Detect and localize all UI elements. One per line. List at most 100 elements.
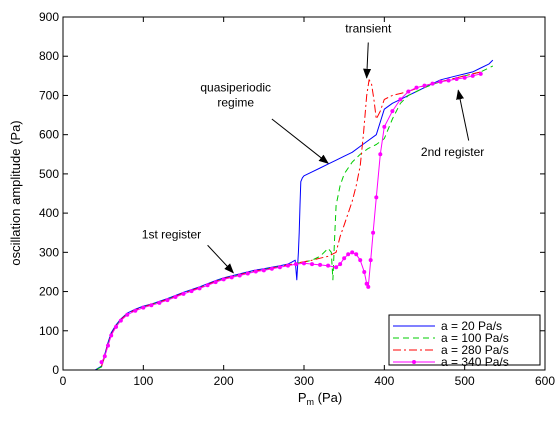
series-3-point-36 [350,250,355,255]
series-3-point-32 [334,265,339,270]
y-tick-label-1: 100 [39,324,59,338]
series-3-point-8 [141,305,146,310]
series-3-point-23 [261,268,266,273]
y-tick-label-5: 500 [39,167,59,181]
y-tick-label-3: 300 [39,245,59,259]
series-3-point-0 [99,360,104,365]
series-3-point-16 [205,283,210,288]
x-tick-label-3: 300 [294,374,314,388]
x-axis-label-subscript: m [307,397,315,407]
series-3-point-31 [326,263,331,268]
series-layer [87,59,494,370]
series-line-2 [101,71,481,367]
series-3-point-18 [221,277,226,282]
y-axis-label: oscillation amplitude (Pa) [8,120,23,265]
x-axis-label-main: P [298,390,307,405]
series-3-point-50 [414,85,419,90]
annotation-arrow-1 [271,118,329,164]
legend-label-3: a = 340 Pa/s [441,355,509,369]
annotation-text-2: transient [345,22,392,36]
series-3-point-56 [462,75,467,80]
y-tick-label-9: 900 [39,10,59,24]
legend: a = 20 Pa/sa = 100 Pa/sa = 280 Pa/sa = 3… [388,314,541,369]
series-3-point-9 [149,303,154,308]
series-3-point-22 [253,269,258,274]
series-3-point-26 [285,263,290,268]
series-3-point-46 [382,124,387,129]
series-3-point-27 [293,262,298,267]
y-tick-label-4: 400 [39,206,59,220]
series-3-point-6 [125,312,130,317]
legend-label-2: a = 280 Pa/s [441,343,509,357]
series-3-point-44 [374,195,379,200]
x-tick-label-1: 100 [133,374,153,388]
series-3-point-48 [398,97,403,102]
annotation-arrow-3 [456,89,470,141]
annotation-layer: 1st register quasiperiodic regime transient… [142,22,484,274]
y-tick-label-0: 0 [52,363,59,377]
series-3-point-34 [342,256,347,261]
series-3-point-39 [362,269,367,274]
series-3-point-28 [302,261,306,266]
x-tick-label-5: 500 [455,374,475,388]
series-3-point-13 [181,291,186,296]
series-3-point-11 [165,298,170,303]
x-tick-label-6: 600 [535,374,555,388]
series-3-point-24 [269,266,274,271]
series-3-point-30 [318,262,323,267]
series-3-point-29 [310,262,315,267]
series-3-point-21 [245,271,250,276]
legend-entries: a = 20 Pa/sa = 100 Pa/sa = 280 Pa/sa = 3… [393,319,509,369]
y-tick-label-6: 600 [39,128,59,142]
legend-box [388,314,541,366]
series-3-point-49 [406,89,411,94]
tick-layer: 0 100 200 300 400 500 600 0 100 200 300 400 500 600 70… [39,10,555,388]
x-tick-label-4: 400 [374,374,394,388]
series-3-point-20 [237,273,242,278]
series-3-point-45 [378,152,383,157]
annotation-line-1-1: regime [217,96,254,110]
series-3-point-1 [102,354,107,359]
x-tick-label-0: 0 [60,374,67,388]
series-3-point-58 [478,71,483,76]
series-3-point-57 [470,73,475,78]
x-axis-label: Pm (Pa) [298,390,342,407]
annotation-line-3-0: 2nd register [421,145,484,159]
series-3-point-14 [189,289,194,294]
y-tick-label-8: 800 [39,49,59,63]
y-tick-label-7: 700 [39,88,59,102]
annotation-text-1: quasiperiodic regime [200,81,271,110]
series-3-point-52 [430,81,435,86]
series-3-point-35 [346,252,351,257]
series-3-point-33 [338,262,343,267]
series-3-point-19 [229,275,234,280]
series-3-point-38 [358,258,363,263]
series-3-point-42 [368,258,373,263]
annotation-line-0-0: 1st register [142,228,201,242]
series-3-point-25 [277,265,282,270]
series-3-point-53 [438,79,443,84]
annotation-text-0: 1st register [142,228,201,242]
series-3-point-7 [133,308,138,313]
series-3-point-15 [197,286,202,291]
series-3-point-17 [213,280,218,285]
legend-label-0: a = 20 Pa/s [441,319,502,333]
series-3-point-5 [118,318,123,323]
series-3-point-4 [114,324,119,329]
series-3-point-12 [173,295,178,300]
y-tick-label-2: 200 [39,285,59,299]
x-tick-label-2: 200 [214,374,234,388]
series-3-point-54 [446,78,451,83]
series-3-point-2 [105,343,110,348]
series-3-point-51 [422,83,427,88]
legend-marker-3 [412,360,416,364]
series-3-point-37 [354,252,359,257]
series-3-point-3 [109,333,114,338]
series-3-point-55 [454,76,459,81]
legend-label-1: a = 100 Pa/s [441,331,509,345]
series-3-point-43 [371,230,376,235]
series-3-point-10 [157,300,162,305]
series-3-point-40 [364,281,369,286]
series-3-point-41 [366,284,371,289]
